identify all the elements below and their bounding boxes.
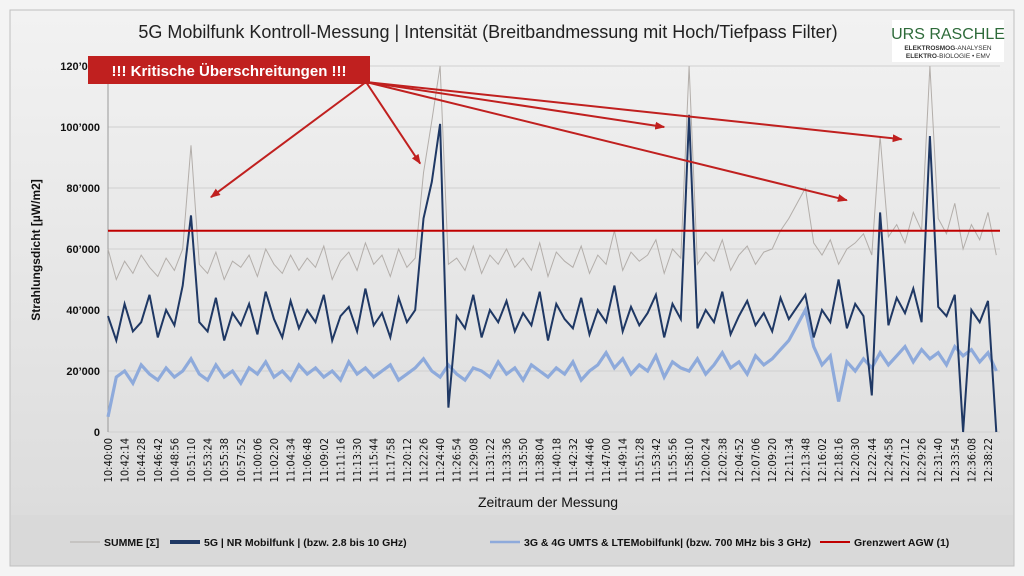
x-axis-label: Zeitraum der Messung [478,494,618,510]
x-tick-label: 12:04:52 [733,438,746,482]
x-tick-label: 12:29:26 [916,438,929,482]
chart-frame [9,9,1015,567]
x-tick-label: 12:36:08 [965,438,978,482]
x-tick-label: 12:22:44 [866,438,879,482]
x-tick-label: 11:06:48 [301,438,314,482]
annotation-arrow [365,81,666,130]
x-tick-label: 11:00:06 [251,438,264,482]
x-tick-label: 10:48:56 [168,438,181,482]
chart-title: 5G Mobilfunk Kontroll-Messung | Intensit… [138,22,837,42]
x-tick-label: 11:29:08 [467,438,480,482]
x-tick-label: 12:09:20 [766,438,779,482]
x-tick-label: 12:16:02 [816,438,829,482]
annotation-callout: !!! Kritische Überschreitungen !!! [88,56,370,84]
x-tick-label: 11:24:40 [434,438,447,482]
x-tick-label: 10:44:28 [135,438,148,482]
x-tick-label: 12:18:16 [833,438,846,482]
logo-name: URS RASCHLE [891,26,1005,43]
y-tick-label: 40’000 [66,305,100,317]
x-tick-label: 11:31:22 [484,438,497,482]
x-tick-label: 10:42:14 [119,438,132,482]
x-tick-label: 11:38:04 [534,438,547,482]
y-tick-label: 100’000 [60,122,100,134]
y-tick-label: 80’000 [66,183,100,195]
x-tick-label: 12:13:48 [799,438,812,482]
x-tick-label: 12:00:24 [700,438,713,482]
y-tick-label: 20’000 [66,366,100,378]
svg-text:ELEKTRO-BIOLOGIE • EMV: ELEKTRO-BIOLOGIE • EMV [906,53,991,60]
x-tick-label: 12:27:12 [899,438,912,482]
x-tick-label: 10:55:38 [218,438,231,482]
x-tick-label: 11:15:44 [368,438,381,482]
x-tick-label: 11:09:02 [318,438,331,482]
x-tick-label: 11:20:12 [401,438,414,482]
x-tick-label: 11:58:10 [683,438,696,482]
series-line-0 [107,65,997,282]
x-tick-label: 12:24:58 [882,438,895,482]
x-tick-label: 12:02:38 [716,438,729,482]
x-tick-label: 11:35:50 [517,438,530,482]
x-tick-label: 10:51:10 [185,438,198,482]
x-tick-label: 11:22:26 [417,438,430,482]
y-tick-label: 60’000 [66,244,100,256]
x-tick-label: 12:31:40 [932,438,945,482]
x-tick-label: 11:02:20 [268,438,281,482]
x-tick-label: 11:55:56 [667,438,680,482]
annotation-arrow [365,81,421,165]
x-tick-label: 11:13:30 [351,438,364,482]
x-tick-label: 11:42:32 [567,438,580,482]
x-tick-label: 11:04:34 [285,438,298,482]
x-tick-label: 11:51:28 [633,438,646,482]
x-tick-label: 11:47:00 [600,438,613,482]
x-tick-label: 11:44:46 [584,438,597,482]
x-tick-label: 10:40:00 [102,438,115,482]
series-line-1 [107,114,998,433]
legend-label: SUMME [Σ] [104,537,159,549]
annotation-arrow [365,81,848,202]
x-tick-label: 11:53:42 [650,438,663,482]
x-tick-label: 12:33:54 [949,438,962,482]
logo: URS RASCHLE ELEKTROSMOG-ANALYSEN ELEKTRO… [891,20,1005,62]
annotation-arrow [210,81,367,198]
x-tick-label: 11:26:54 [451,438,464,482]
x-tick-label: 10:57:52 [235,438,248,482]
x-tick-label: 12:38:22 [982,438,995,482]
x-tick-label: 10:53:24 [202,438,215,482]
x-tick-label: 11:17:58 [384,438,397,482]
x-tick-label: 12:07:06 [750,438,763,482]
annotation-arrow [365,81,903,143]
legend-label: 5G | NR Mobilfunk | (bzw. 2.8 bis 10 GHz… [204,537,407,549]
series-line-2 [106,305,998,418]
y-tick-label: 0 [94,427,100,439]
x-tick-label: 11:11:16 [334,438,347,482]
x-tick-label: 11:40:18 [550,438,563,482]
legend-label: Grenzwert AGW (1) [854,537,949,549]
x-tick-label: 12:11:34 [783,438,796,482]
svg-text:ELEKTROSMOG-ANALYSEN: ELEKTROSMOG-ANALYSEN [904,45,992,52]
annotation-text: !!! Kritische Überschreitungen !!! [111,63,346,80]
x-tick-label: 12:20:30 [849,438,862,482]
y-axis-label: Strahlungsdicht [µW/m2] [29,179,43,321]
x-tick-label: 10:46:42 [152,438,165,482]
x-tick-label: 11:49:14 [617,438,630,482]
x-tick-label: 11:33:36 [500,438,513,482]
legend-label: 3G & 4G UMTS & LTEMobilfunk| (bzw. 700 M… [524,537,811,549]
